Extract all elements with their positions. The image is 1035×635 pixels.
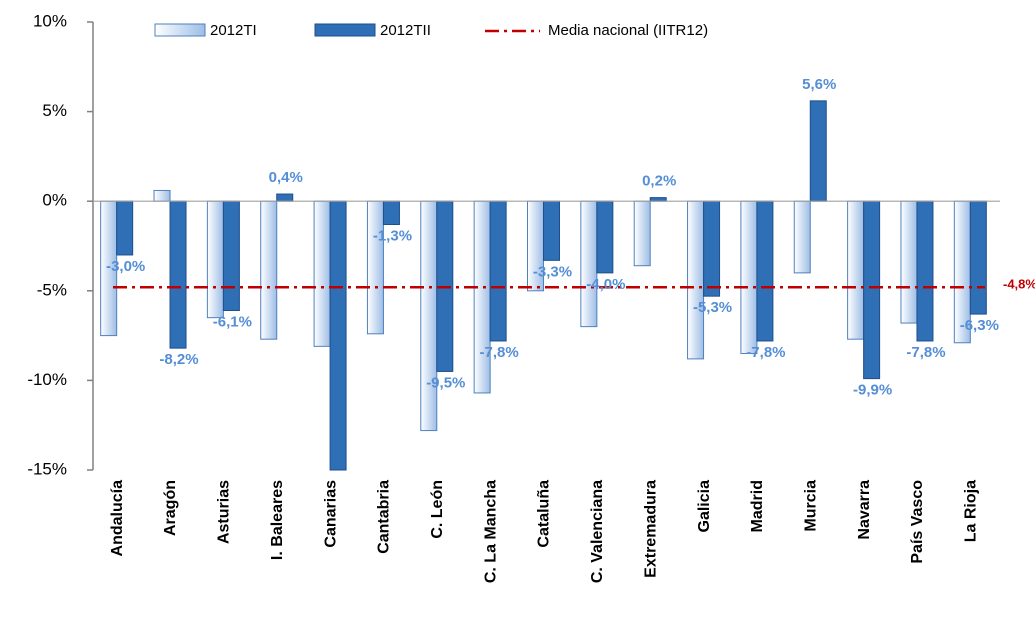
x-tick-label: Aragón <box>162 480 179 536</box>
bar <box>489 200 507 342</box>
data-label: -3,0% <box>106 258 145 275</box>
bar <box>473 200 491 394</box>
legend-swatch <box>154 23 206 37</box>
x-tick-label: Navarra <box>856 480 873 540</box>
data-label: -5,3% <box>693 299 732 316</box>
data-label: 5,6% <box>802 76 836 93</box>
bar <box>420 200 438 432</box>
data-label: -7,8% <box>480 344 519 361</box>
data-label: -6,1% <box>213 313 252 330</box>
x-tick-label: C. Valenciana <box>589 480 606 583</box>
x-tick-label: Cantabria <box>376 480 393 554</box>
bar <box>687 200 705 360</box>
bar <box>756 200 774 342</box>
legend-swatch <box>314 23 376 37</box>
bar <box>900 200 918 324</box>
legend-label: 2012TII <box>380 22 431 39</box>
data-label: -9,5% <box>426 374 465 391</box>
x-tick-label: C. León <box>429 480 446 539</box>
data-label: -7,8% <box>746 344 785 361</box>
bar <box>206 200 224 319</box>
data-label: -4,0% <box>586 276 625 293</box>
bar <box>740 200 758 355</box>
bar <box>153 189 171 202</box>
x-tick-label: Murcia <box>802 480 819 532</box>
x-tick-label: País Vasco <box>909 480 926 564</box>
bar <box>276 193 294 202</box>
x-tick-label: C. La Mancha <box>482 480 499 583</box>
x-tick-label: Andalucía <box>109 480 126 557</box>
bar <box>543 200 560 261</box>
y-tick-label: -15% <box>27 459 67 478</box>
x-tick-label: Cataluña <box>536 480 553 548</box>
y-tick-label: -5% <box>37 280 67 299</box>
x-tick-label: Canarias <box>322 480 339 548</box>
y-tick-label: -10% <box>27 370 67 389</box>
bar <box>596 200 614 274</box>
data-label: -7,8% <box>906 344 945 361</box>
x-tick-label: Galicia <box>696 480 713 533</box>
y-tick-label: 0% <box>42 191 67 210</box>
data-label: 0,4% <box>269 169 303 186</box>
x-tick-label: La Rioja <box>963 480 980 542</box>
data-label: -1,3% <box>373 227 412 244</box>
data-label: -9,9% <box>853 382 892 399</box>
bar <box>809 100 827 202</box>
data-label: -3,3% <box>533 263 572 280</box>
bar <box>793 200 811 274</box>
bar <box>580 200 598 328</box>
bar <box>969 200 987 315</box>
data-label: 0,2% <box>642 173 676 190</box>
data-label: -8,2% <box>159 351 198 368</box>
y-tick-label: 5% <box>42 101 67 120</box>
legend-label: Media nacional (IITR12) <box>548 22 708 39</box>
y-tick-label: 10% <box>33 11 67 30</box>
bar <box>329 200 347 471</box>
bar <box>313 200 331 347</box>
bar <box>863 200 881 380</box>
bar <box>916 200 934 342</box>
bar <box>222 200 240 312</box>
bar <box>116 200 134 256</box>
x-tick-label: Asturias <box>216 480 233 544</box>
x-tick-label: Extremadura <box>642 480 659 578</box>
legend-label: 2012TI <box>210 22 257 39</box>
bar <box>169 200 187 349</box>
bar <box>633 200 651 267</box>
bar <box>260 200 278 340</box>
bar <box>847 200 865 340</box>
x-tick-label: Madrid <box>749 480 766 532</box>
bar <box>366 200 384 335</box>
data-label: -6,3% <box>960 317 999 334</box>
average-label: -4,8% <box>1003 277 1035 292</box>
bar <box>703 200 721 297</box>
bar <box>382 200 400 225</box>
x-tick-label: I. Baleares <box>269 480 286 560</box>
